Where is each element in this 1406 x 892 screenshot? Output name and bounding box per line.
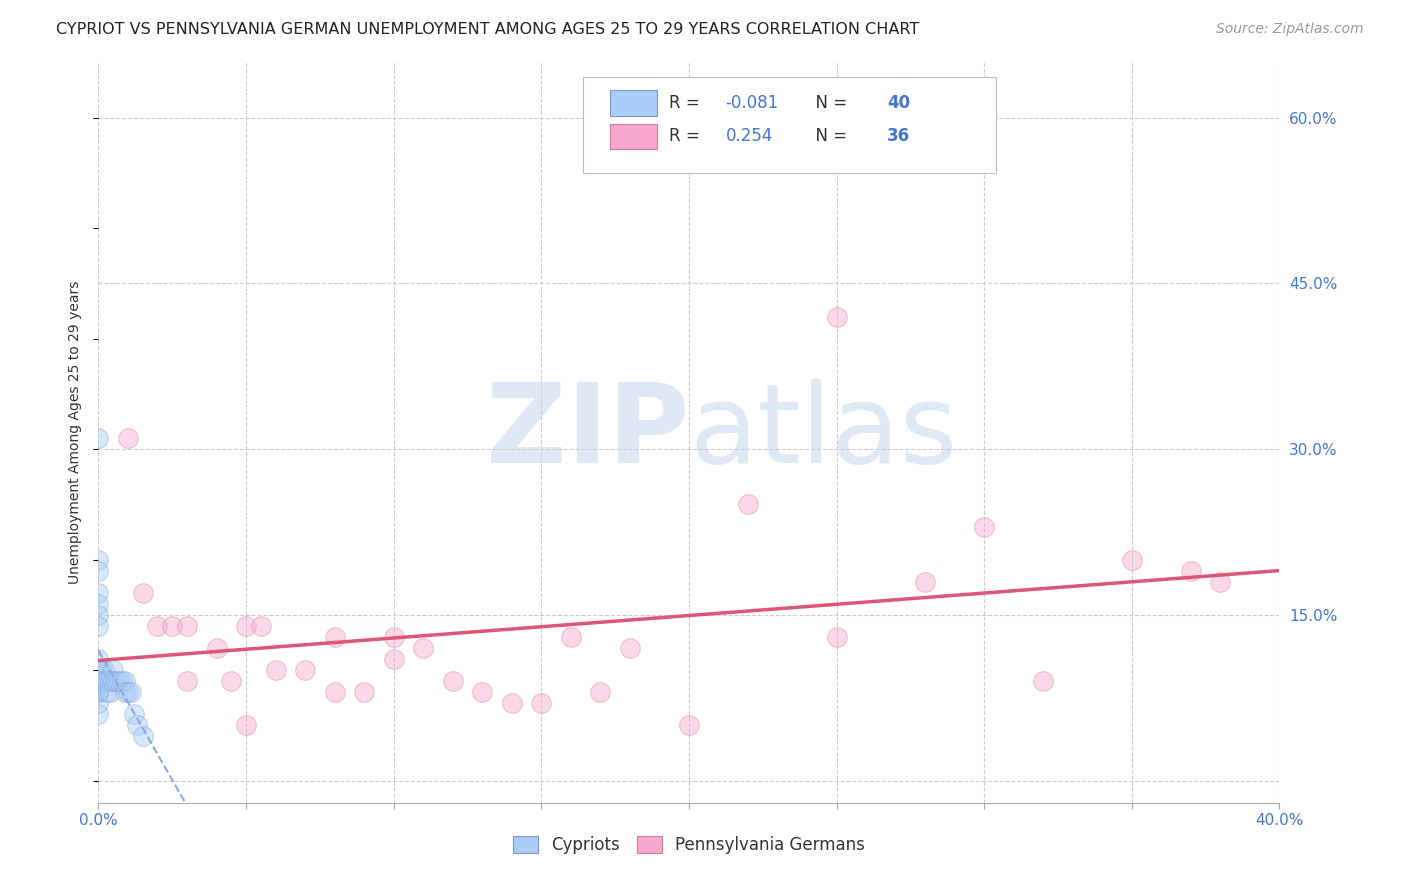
- Point: [87, 652, 110, 666]
- Point: [825, 630, 848, 644]
- Point: [90, 663, 112, 677]
- Text: R =: R =: [669, 128, 704, 145]
- Point: [103, 663, 125, 677]
- Point: [176, 674, 198, 689]
- Point: [382, 652, 405, 666]
- Text: CYPRIOT VS PENNSYLVANIA GERMAN UNEMPLOYMENT AMONG AGES 25 TO 29 YEARS CORRELATIO: CYPRIOT VS PENNSYLVANIA GERMAN UNEMPLOYM…: [56, 22, 920, 37]
- Text: N =: N =: [804, 128, 852, 145]
- Point: [87, 697, 110, 711]
- Text: ZIP: ZIP: [485, 379, 689, 486]
- Point: [914, 574, 936, 589]
- Point: [93, 663, 115, 677]
- Point: [122, 707, 145, 722]
- Point: [87, 685, 110, 699]
- Point: [353, 685, 375, 699]
- Text: Source: ZipAtlas.com: Source: ZipAtlas.com: [1216, 22, 1364, 37]
- Point: [1032, 674, 1054, 689]
- Point: [87, 552, 110, 566]
- Point: [108, 674, 131, 689]
- Point: [98, 685, 121, 699]
- Point: [560, 630, 582, 644]
- Text: atlas: atlas: [689, 379, 957, 486]
- Text: 40: 40: [887, 95, 911, 112]
- Point: [87, 564, 110, 578]
- Point: [412, 641, 434, 656]
- Point: [146, 619, 169, 633]
- Point: [105, 674, 128, 689]
- Point: [117, 431, 139, 445]
- Point: [162, 619, 183, 633]
- Point: [117, 685, 139, 699]
- Point: [619, 641, 641, 656]
- Point: [87, 674, 110, 689]
- Point: [114, 674, 136, 689]
- Y-axis label: Unemployment Among Ages 25 to 29 years: Unemployment Among Ages 25 to 29 years: [69, 281, 83, 584]
- Text: 0.254: 0.254: [725, 128, 773, 145]
- Point: [441, 674, 464, 689]
- Point: [382, 630, 405, 644]
- Point: [530, 697, 553, 711]
- Text: 36: 36: [887, 128, 911, 145]
- Point: [114, 685, 136, 699]
- Point: [98, 674, 121, 689]
- Point: [93, 674, 115, 689]
- Point: [87, 663, 110, 677]
- Text: R =: R =: [669, 95, 704, 112]
- Point: [294, 663, 316, 677]
- Point: [125, 718, 148, 732]
- Point: [589, 685, 612, 699]
- Point: [1209, 574, 1232, 589]
- Point: [87, 674, 110, 689]
- Point: [87, 663, 110, 677]
- Point: [87, 607, 110, 622]
- Point: [87, 707, 110, 722]
- Point: [221, 674, 243, 689]
- FancyBboxPatch shape: [582, 78, 995, 173]
- Point: [825, 310, 848, 324]
- Point: [87, 597, 110, 611]
- Point: [132, 730, 155, 744]
- Point: [132, 586, 155, 600]
- Point: [87, 674, 110, 689]
- Point: [90, 674, 112, 689]
- Point: [973, 519, 995, 533]
- Point: [87, 685, 110, 699]
- Point: [176, 619, 198, 633]
- Point: [1121, 552, 1143, 566]
- FancyBboxPatch shape: [610, 123, 657, 150]
- Point: [264, 663, 287, 677]
- Point: [323, 685, 346, 699]
- Point: [471, 685, 494, 699]
- Point: [737, 498, 759, 512]
- Point: [96, 674, 118, 689]
- Point: [87, 619, 110, 633]
- Point: [235, 718, 257, 732]
- Point: [87, 674, 110, 689]
- Point: [87, 685, 110, 699]
- Point: [323, 630, 346, 644]
- Point: [87, 685, 110, 699]
- FancyBboxPatch shape: [610, 90, 657, 116]
- Point: [678, 718, 700, 732]
- Point: [120, 685, 142, 699]
- Point: [501, 697, 523, 711]
- Point: [250, 619, 273, 633]
- Point: [111, 674, 134, 689]
- Legend: Cypriots, Pennsylvania Germans: Cypriots, Pennsylvania Germans: [506, 830, 872, 861]
- Point: [87, 431, 110, 445]
- Point: [235, 619, 257, 633]
- Point: [205, 641, 228, 656]
- Point: [1180, 564, 1202, 578]
- Text: -0.081: -0.081: [725, 95, 779, 112]
- Point: [87, 586, 110, 600]
- Point: [103, 674, 125, 689]
- Point: [96, 685, 118, 699]
- Text: N =: N =: [804, 95, 852, 112]
